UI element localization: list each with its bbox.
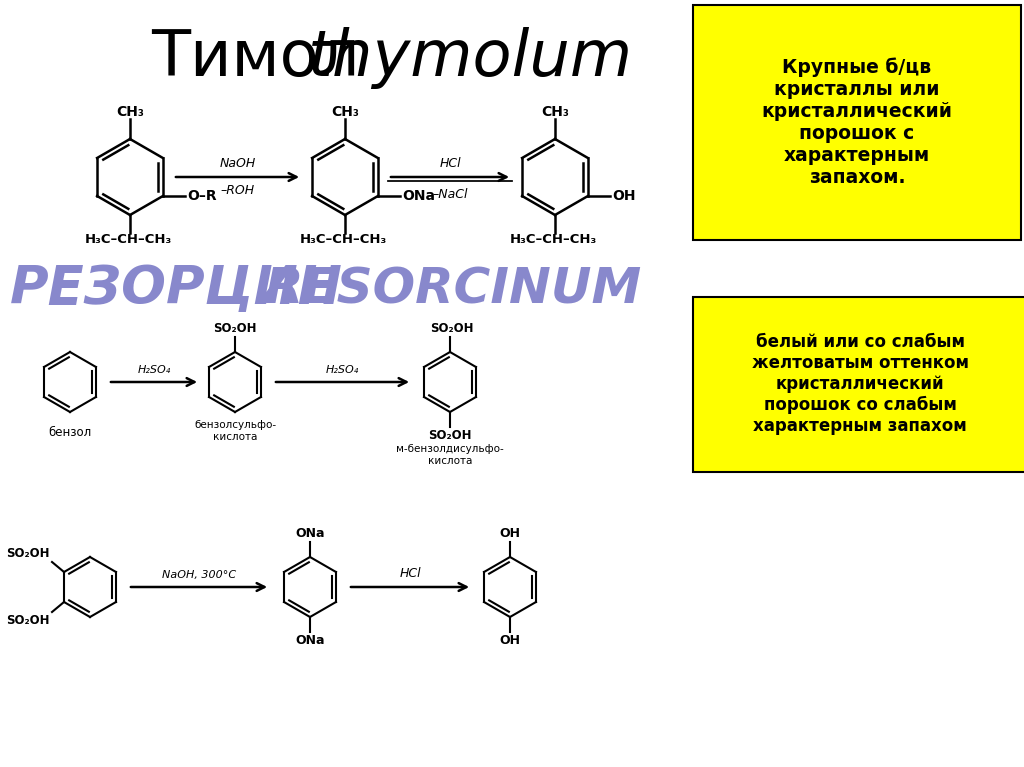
Text: ONa: ONa	[401, 189, 435, 203]
Text: H₃C–CH–CH₃: H₃C–CH–CH₃	[84, 233, 172, 246]
Text: SO₂OH: SO₂OH	[213, 322, 257, 335]
Text: NaOH: NaOH	[219, 157, 256, 170]
Text: бензолсульфо-: бензолсульфо-	[194, 420, 276, 430]
Text: –NaCl: –NaCl	[432, 188, 468, 201]
Text: кислота: кислота	[213, 432, 257, 442]
Text: OH: OH	[612, 189, 636, 203]
Text: м-бензолдисульфо-: м-бензолдисульфо-	[396, 444, 504, 454]
Text: CH₃: CH₃	[541, 105, 569, 119]
FancyBboxPatch shape	[693, 5, 1021, 240]
Text: РЕЗОРЦИН: РЕЗОРЦИН	[10, 263, 343, 315]
Text: SO₂OH: SO₂OH	[428, 429, 472, 442]
Text: SO₂OH: SO₂OH	[6, 614, 50, 627]
Text: CH₃: CH₃	[116, 105, 144, 119]
Text: OH: OH	[500, 634, 520, 647]
Text: белый или со слабым
желтоватым оттенком
кристаллический
порошок со слабым
характ: белый или со слабым желтоватым оттенком …	[752, 334, 969, 435]
Text: SO₂OH: SO₂OH	[430, 322, 474, 335]
Text: бензол: бензол	[48, 426, 91, 439]
Text: HCl: HCl	[439, 157, 461, 170]
Text: кислота: кислота	[428, 456, 472, 466]
Text: Тимол: Тимол	[151, 27, 359, 89]
Text: H₂SO₄: H₂SO₄	[326, 365, 359, 375]
Text: SO₂OH: SO₂OH	[6, 547, 50, 560]
Text: NaOH, 300°C: NaOH, 300°C	[162, 570, 237, 580]
Text: H₃C–CH–CH₃: H₃C–CH–CH₃	[509, 233, 597, 246]
Text: CH₃: CH₃	[331, 105, 359, 119]
Text: H₂SO₄: H₂SO₄	[137, 365, 171, 375]
Text: ONa: ONa	[295, 634, 325, 647]
Text: RESORCINUM: RESORCINUM	[265, 265, 642, 313]
Text: H₃C–CH–CH₃: H₃C–CH–CH₃	[299, 233, 387, 246]
Text: ONa: ONa	[295, 527, 325, 540]
Text: OH: OH	[500, 527, 520, 540]
Text: O–R: O–R	[187, 189, 216, 203]
Text: HCl: HCl	[399, 567, 421, 580]
Text: Крупные б/цв
кристаллы или
кристаллический
порошок с
характерным
запахом.: Крупные б/цв кристаллы или кристаллическ…	[762, 58, 952, 187]
FancyBboxPatch shape	[693, 297, 1024, 472]
Text: –ROH: –ROH	[220, 184, 255, 197]
Text: thymolum: thymolum	[307, 27, 633, 89]
